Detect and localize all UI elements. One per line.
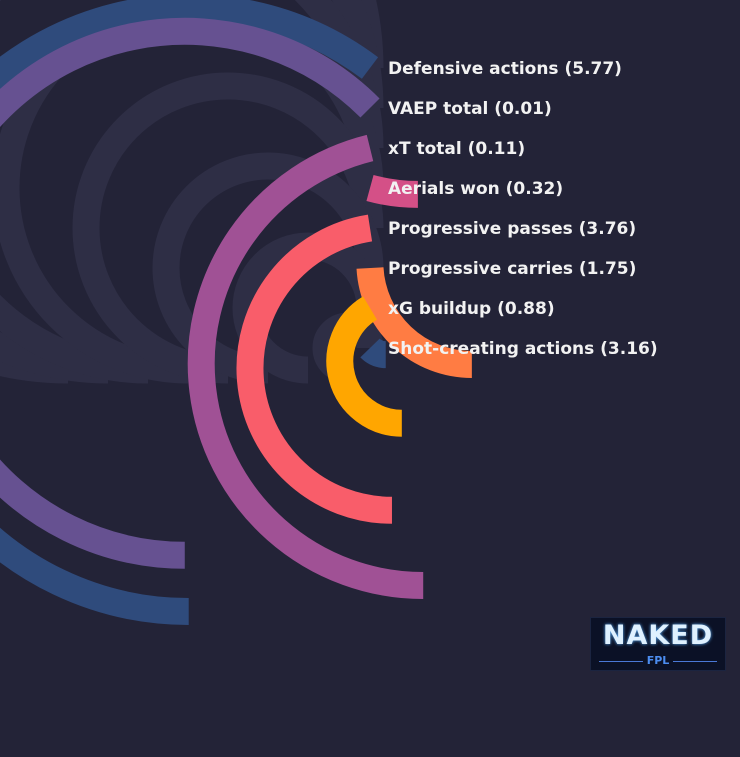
label-shot-creating-actions: Shot-creating actions (3.16) [388,339,658,359]
label-xg-buildup: xG buildup (0.88) [388,299,555,319]
bar-vaep-total [0,17,380,569]
bar-xt-total [187,134,424,600]
track-ring-progressive-passes [72,72,384,384]
label-aerials-won: Aerials won (0.32) [388,179,563,199]
bar-arcs [0,0,473,626]
logo-subtext: FPL [642,654,674,667]
bar-xg-buildup [326,296,403,437]
label-vaep-total: VAEP total (0.01) [388,99,552,119]
label-xt-total: xT total (0.11) [388,139,525,159]
bar-progressive-passes [236,214,393,524]
bar-progressive-carries [356,266,473,378]
bar-defensive-actions [0,0,379,626]
bar-labels: Defensive actions (5.77) VAEP total (0.01… [388,59,658,359]
bar-shot-creating-actions [360,337,387,369]
label-progressive-passes: Progressive passes (3.76) [388,219,636,239]
label-progressive-carries: Progressive carries (1.75) [388,259,636,279]
track-ring-xg-buildup [232,232,384,384]
bar-aerials-won [366,174,419,208]
naked-fpl-logo: NAKED FPL [590,617,726,671]
logo-wordmark: NAKED [602,620,714,651]
label-defensive-actions: Defensive actions (5.77) [388,59,622,79]
